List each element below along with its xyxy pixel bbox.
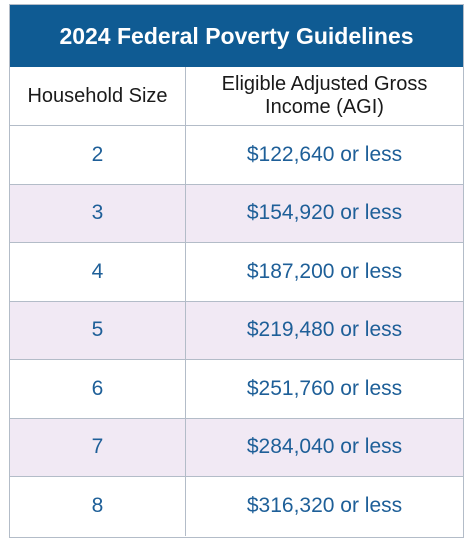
table-row: 2 $122,640 or less [10, 126, 463, 185]
income-limit-cell: $251,760 or less [246, 376, 403, 400]
income-limit-cell: $316,320 or less [246, 494, 403, 518]
household-size-cell: 5 [10, 301, 186, 359]
income-limit-cell: $187,200 or less [246, 259, 403, 283]
income-limit-cell: $219,480 or less [246, 318, 403, 342]
table-row: 3 $154,920 or less [10, 184, 463, 243]
household-size-cell: 7 [10, 418, 186, 476]
household-size-cell: 2 [10, 126, 186, 184]
table-row: 5 $219,480 or less [10, 301, 463, 360]
household-size-cell: 6 [10, 360, 186, 418]
household-size-cell: 8 [10, 477, 186, 536]
household-size-cell: 3 [10, 184, 186, 242]
table-row: 7 $284,040 or less [10, 418, 463, 477]
header-household-size-label: Household Size [27, 84, 168, 107]
header-household-size: Household Size [10, 67, 186, 125]
income-limit-cell: $284,040 or less [246, 435, 403, 459]
household-size-cell: 4 [10, 243, 186, 301]
header-eligible-agi: Eligible Adjusted Gross Income (AGI) [186, 67, 463, 125]
table-header-row: Household Size Eligible Adjusted Gross I… [10, 67, 463, 126]
table-row: 4 $187,200 or less [10, 243, 463, 302]
table-row: 8 $316,320 or less [10, 477, 463, 536]
table-title: 2024 Federal Poverty Guidelines [10, 5, 463, 67]
table-row: 6 $251,760 or less [10, 360, 463, 419]
income-limit-cell: $154,920 or less [246, 201, 403, 225]
header-eligible-agi-label: Eligible Adjusted Gross Income (AGI) [221, 73, 428, 118]
poverty-guidelines-table: 2024 Federal Poverty Guidelines Househol… [9, 4, 464, 538]
income-limit-cell: $122,640 or less [246, 142, 403, 166]
